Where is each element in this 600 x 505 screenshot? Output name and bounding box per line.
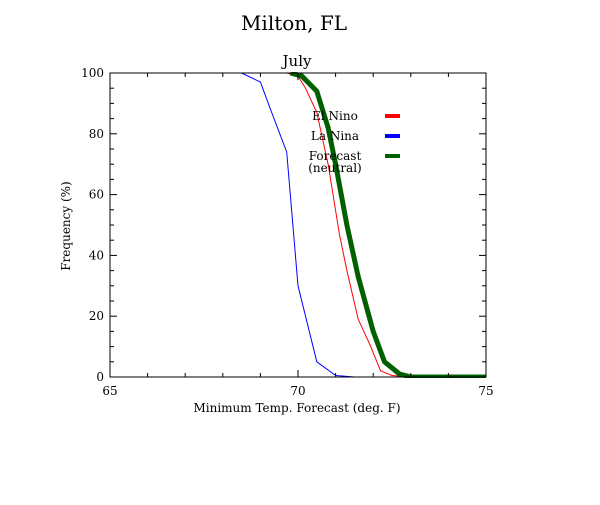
- plot-frame: [109, 72, 487, 378]
- x-tick-label: 70: [290, 384, 305, 398]
- y-tick-label: 60: [89, 188, 104, 202]
- y-tick-label: 20: [89, 309, 104, 323]
- x-tick-label: 65: [102, 384, 117, 398]
- legend-label: El Nino: [312, 109, 358, 123]
- y-tick-label: 0: [96, 370, 104, 384]
- chart-subtitle: July: [281, 52, 312, 70]
- legend-label-2: (neutral): [308, 161, 361, 175]
- x-axis-label: Minimum Temp. Forecast (deg. F): [193, 401, 400, 415]
- legend: El Nino La Nina Forecast(neutral): [308, 109, 400, 175]
- legend-label: Forecast: [309, 149, 362, 163]
- legend-label: La Nina: [311, 129, 359, 143]
- plot-area: 65 70 75 0 20 40 60 80 100: [81, 66, 494, 398]
- chart-title: Milton, FL: [241, 11, 347, 35]
- series-line-2: [289, 72, 486, 378]
- y-axis-label: Frequency (%): [59, 181, 73, 270]
- y-tick-label: 40: [89, 248, 104, 262]
- x-tick-label: 75: [478, 384, 493, 398]
- series-line-0: [286, 72, 486, 378]
- y-tick-label: 80: [89, 127, 104, 141]
- y-tick-label: 100: [81, 66, 104, 80]
